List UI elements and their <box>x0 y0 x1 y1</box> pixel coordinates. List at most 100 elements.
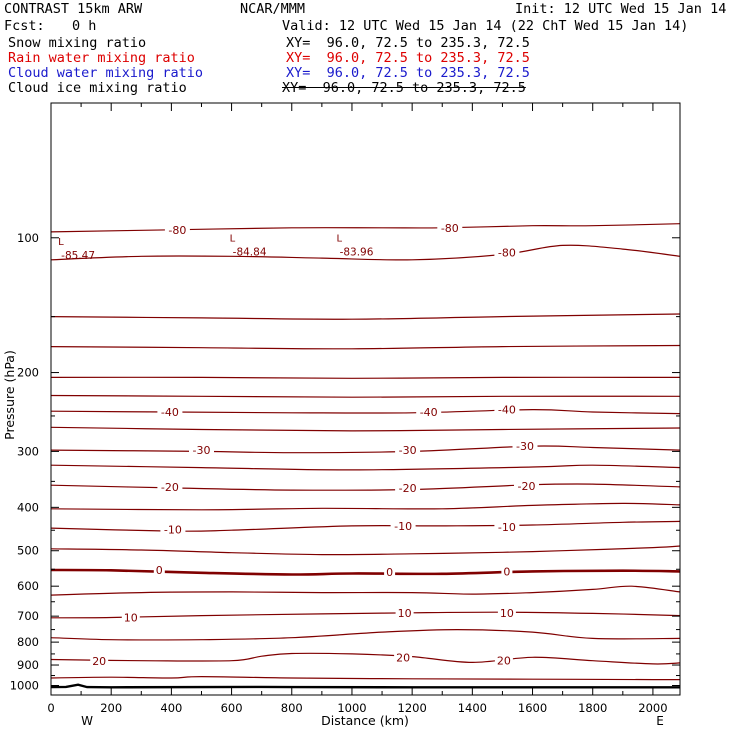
axes: 0 200 400 600 800 1000 1200 1400 1600 1800 2000100… <box>10 103 680 715</box>
contour-line <box>50 545 681 556</box>
contour-label-bg <box>164 223 190 236</box>
contour-label: 10 <box>500 607 514 620</box>
contour-label: 0 <box>386 566 393 579</box>
contour-label: -30 <box>399 444 417 457</box>
low-marker: L <box>337 233 343 244</box>
east-label: E <box>656 714 664 728</box>
init-time: Init: 12 UTC Wed 15 Jan 14 <box>515 1 727 17</box>
contour-line <box>50 244 681 261</box>
y-tick-label: 700 <box>17 609 39 623</box>
contour-label: -10 <box>498 521 516 534</box>
contour-label: -40 <box>161 406 179 419</box>
contour-line <box>50 675 681 681</box>
center-label: NCAR/MMM <box>240 1 306 17</box>
contour-label: 0 <box>156 564 163 577</box>
plot-frame <box>50 102 681 696</box>
contour-label-bg <box>437 221 463 234</box>
field-label-cloud-ice: Cloud ice mixing ratio <box>8 80 187 96</box>
field-label-rain: Rain water mixing ratio <box>8 50 195 66</box>
field-xy-snow: XY= 96.0, 72.5 to 235.3, 72.5 <box>286 35 530 51</box>
low-value: -83.96 <box>340 246 374 258</box>
x-tick-label: 1400 <box>458 701 487 715</box>
contour-line <box>50 585 681 596</box>
contour-labels: -80 -80 -80 -40 -40 -40 -30 -30 -30 -20 -20 -20 -10 -… <box>58 221 539 668</box>
contour-label-bg <box>501 565 513 578</box>
contour-line <box>50 502 681 511</box>
contour-label: -20 <box>161 481 179 494</box>
contour-line <box>50 520 681 532</box>
contour-label-bg <box>395 444 421 457</box>
contour-line <box>50 652 681 665</box>
contour-line <box>50 445 681 454</box>
contour-label-bg <box>514 479 539 492</box>
x-tick-label: 1600 <box>518 701 547 715</box>
contour-label: -30 <box>516 440 534 453</box>
contour-label: -20 <box>518 480 536 493</box>
forecast-label: Fcst: <box>4 18 45 34</box>
contour-line <box>50 483 681 491</box>
contour-label-bg <box>157 480 183 493</box>
contour-label-bg <box>90 655 109 668</box>
contour-label-bg <box>494 403 520 416</box>
forecast-hour: 0 h <box>72 18 97 34</box>
y-tick-label: 300 <box>17 444 39 458</box>
y-tick-label: 100 <box>17 231 39 245</box>
y-tick-label: 1000 <box>10 679 39 693</box>
contour-label-bg <box>494 520 520 533</box>
x-tick-label: 800 <box>281 701 303 715</box>
contour-label: -80 <box>168 224 186 237</box>
low-value: -85.47 <box>61 250 95 262</box>
x-tick-label: 0 <box>47 701 54 715</box>
contour-line <box>50 611 681 619</box>
contour-label: -10 <box>394 520 412 533</box>
contour-line <box>50 408 681 415</box>
y-tick-label: 400 <box>17 500 39 514</box>
contour-line <box>50 223 681 233</box>
contour-label: -40 <box>498 404 516 417</box>
contour-label-bg <box>395 481 421 494</box>
y-tick-label: 500 <box>17 544 39 558</box>
contour-label: -10 <box>164 523 182 536</box>
contour-label-bg <box>160 523 186 536</box>
low-value: -84.84 <box>233 246 267 258</box>
contour-line <box>50 344 681 350</box>
contour-label: -20 <box>399 482 417 495</box>
contour-label: -80 <box>498 247 516 260</box>
contour-label-bg <box>157 406 183 418</box>
contour-label: -30 <box>193 444 211 457</box>
x-tick-label: 200 <box>100 701 122 715</box>
contour-label-bg <box>121 611 140 624</box>
contour-label-bg <box>395 606 414 619</box>
field-label-snow: Snow mixing ratio <box>8 35 147 51</box>
x-tick-label: 400 <box>160 701 182 715</box>
contour-line <box>50 464 681 471</box>
y-axis-label: Pressure (hPa) <box>2 350 17 440</box>
y-tick-label: 600 <box>17 579 39 593</box>
contour-label-bg <box>512 440 538 453</box>
x-axis-label: Distance (km) <box>321 713 409 728</box>
low-marker: L <box>230 233 236 244</box>
y-tick-label: 900 <box>17 658 39 672</box>
terrain-line <box>50 683 680 689</box>
y-tick-label: 200 <box>17 366 39 380</box>
x-tick-label: 1200 <box>398 701 427 715</box>
contour-label-bg <box>153 564 165 576</box>
contour-line <box>50 628 681 641</box>
x-tick-label: 2000 <box>638 701 667 715</box>
model-title: CONTRAST 15km ARW <box>4 1 143 17</box>
field-xy-cloud-ice: XY= 96.0, 72.5 to 235.3, 72.5 <box>282 80 526 96</box>
contour-label-bg <box>416 406 442 418</box>
contour-label: 20 <box>497 655 511 668</box>
x-tick-label: 600 <box>221 701 243 715</box>
contour-line <box>50 426 681 432</box>
contour-label-bg <box>494 654 513 667</box>
contour-label: 10 <box>398 607 412 620</box>
contour-label-bg <box>390 519 416 532</box>
west-label: W <box>81 714 93 728</box>
contour-line <box>50 568 681 576</box>
ground-line <box>50 683 680 689</box>
contour-label-bg <box>384 566 396 579</box>
contour-line <box>50 394 681 398</box>
contour-label-bg <box>394 651 413 664</box>
